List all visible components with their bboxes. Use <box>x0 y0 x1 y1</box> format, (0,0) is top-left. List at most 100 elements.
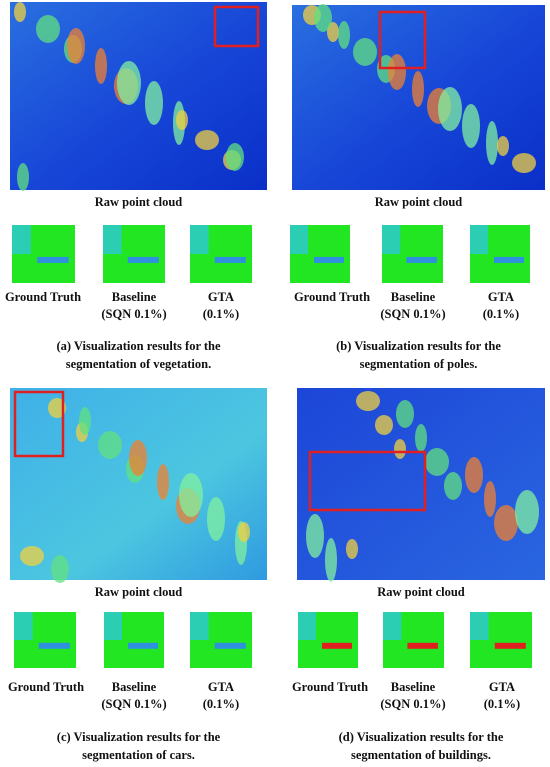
thumbnail-detail <box>382 225 401 254</box>
thumbnail-label: Baseline <box>391 680 436 694</box>
point-cluster <box>494 505 518 541</box>
thumbnail-label: (0.1%) <box>203 697 239 711</box>
thumbnail-label: Ground Truth <box>294 290 370 304</box>
point-cluster <box>145 81 163 125</box>
thumbnail-detail <box>37 256 69 263</box>
thumbnail-detail <box>407 642 438 649</box>
point-cluster <box>98 431 122 459</box>
point-cluster <box>353 38 377 66</box>
thumbnail-detail <box>128 642 158 649</box>
point-cluster <box>388 54 406 90</box>
caption: (a) Visualization results for the <box>56 339 221 353</box>
thumbnail-label: Baseline <box>112 290 157 304</box>
point-cluster <box>36 15 60 43</box>
thumbnail-label: Baseline <box>391 290 436 304</box>
point-cluster <box>306 514 324 558</box>
point-cluster <box>79 407 91 435</box>
raw-point-cloud-image <box>10 388 267 580</box>
raw-label: Raw point cloud <box>375 195 463 209</box>
thumbnail-label: GTA <box>208 680 234 694</box>
point-cluster <box>394 439 406 459</box>
raw-label: Raw point cloud <box>95 585 183 599</box>
thumbnail-label: GTA <box>489 680 515 694</box>
point-cluster <box>195 130 219 150</box>
thumbnail-label: (0.1%) <box>483 307 519 321</box>
point-cluster <box>238 522 250 542</box>
thumbnail-detail <box>104 612 122 640</box>
thumbnail-label: Ground Truth <box>8 680 84 694</box>
thumbnail-label: Ground Truth <box>5 290 81 304</box>
point-cluster <box>484 481 496 517</box>
point-cluster <box>176 110 188 130</box>
thumbnail-detail <box>214 642 246 649</box>
caption: segmentation of buildings. <box>351 748 491 762</box>
thumbnail-detail <box>470 225 488 254</box>
caption: segmentation of vegetation. <box>66 357 211 371</box>
thumbnail-detail <box>470 612 489 640</box>
point-cluster <box>438 87 462 131</box>
point-cluster <box>512 153 536 173</box>
thumbnail-label: (SQN 0.1%) <box>101 697 166 711</box>
raw-label: Raw point cloud <box>95 195 183 209</box>
point-cluster <box>375 415 393 435</box>
raw-label: Raw point cloud <box>377 585 465 599</box>
thumbnail-label: Ground Truth <box>292 680 368 694</box>
point-cluster <box>412 71 424 107</box>
thumbnail-detail <box>190 225 209 254</box>
thumbnail-label: (SQN 0.1%) <box>380 307 445 321</box>
thumbnail-label: GTA <box>208 290 234 304</box>
thumbnail-detail <box>406 256 437 263</box>
thumbnail-detail <box>383 612 402 640</box>
thumbnail-label: (SQN 0.1%) <box>101 307 166 321</box>
point-cluster <box>465 457 483 493</box>
point-cluster <box>179 473 203 517</box>
highlight-box <box>213 5 260 48</box>
thumbnail-label: (SQN 0.1%) <box>380 697 445 711</box>
thumbnail-label: Baseline <box>112 680 157 694</box>
caption: (c) Visualization results for the <box>57 730 221 744</box>
thumbnail-detail <box>298 612 316 640</box>
thumbnail-detail <box>190 612 209 640</box>
thumbnail-detail <box>494 642 526 649</box>
thumbnail-detail <box>103 225 122 254</box>
thumbnail-detail <box>322 642 352 649</box>
point-cluster <box>356 391 380 411</box>
point-cluster <box>444 472 462 500</box>
caption: (b) Visualization results for the <box>336 339 501 353</box>
point-cluster <box>486 121 498 165</box>
point-cluster <box>48 398 66 418</box>
thumbnail-label: (0.1%) <box>203 307 239 321</box>
point-cluster <box>20 546 44 566</box>
point-cluster <box>51 555 69 583</box>
thumbnail-detail <box>314 256 344 263</box>
point-cluster <box>338 21 350 49</box>
thumbnail-detail <box>14 612 33 640</box>
point-cluster <box>314 4 332 32</box>
point-cluster <box>325 538 337 582</box>
thumbnail-detail <box>127 256 159 263</box>
point-cluster <box>462 104 480 148</box>
caption: (d) Visualization results for the <box>339 730 504 744</box>
raw-point-cloud-image <box>297 388 545 580</box>
point-cluster <box>129 440 147 476</box>
thumbnail-label: GTA <box>488 290 514 304</box>
point-cluster <box>515 490 539 534</box>
point-cluster <box>117 61 141 105</box>
point-cluster <box>415 424 427 452</box>
point-cluster <box>396 400 414 428</box>
thumbnail-detail <box>214 256 246 263</box>
point-cluster <box>327 22 339 42</box>
caption: segmentation of poles. <box>360 357 478 371</box>
point-cluster <box>226 143 244 171</box>
point-cluster <box>17 163 29 191</box>
caption: segmentation of cars. <box>82 748 195 762</box>
highlight-box <box>13 390 65 458</box>
point-cluster <box>207 497 225 541</box>
highlight-box <box>378 10 427 70</box>
point-cluster <box>497 136 509 156</box>
thumbnail-label: (0.1%) <box>484 697 520 711</box>
thumbnail-detail <box>38 642 70 649</box>
thumbnail-detail <box>12 225 31 254</box>
point-cluster <box>157 464 169 500</box>
point-cluster <box>425 448 449 476</box>
